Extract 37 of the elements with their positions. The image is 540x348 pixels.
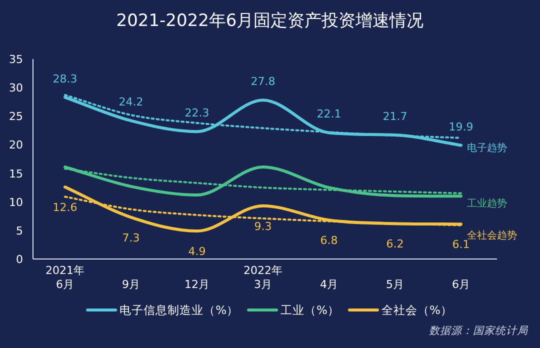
data-label: 6.8 [320,234,338,248]
data-label: 22.3 [184,106,210,120]
y-tick-label: 5 [16,224,23,238]
x-tick-label: 5月 [386,278,404,291]
x-tick-label: 2021年 6月 [46,264,84,291]
text: 数据源：国家统计局 [429,325,529,337]
series-label: 电子趋势 [467,142,507,154]
data-label: 6.1 [452,238,470,252]
y-tick-label: 0 [16,253,23,266]
data-label: 19.9 [448,120,474,134]
y-tick-label: 20 [9,138,23,152]
data-label: 9.3 [254,220,272,233]
data-label: 6.2 [386,238,404,251]
data-label: 12.6 [52,201,78,214]
x-tick-label: 2022年 3月 [244,264,282,291]
y-tick-label: 15 [9,167,23,180]
x-tick-label: 12月 [184,278,210,291]
x-tick-label: 9月 [122,278,140,291]
chart-title: 2021-2022年6月固定资产投资增速情况 [116,11,424,31]
y-tick-label: 30 [9,82,23,95]
data-label: 7.3 [122,231,140,244]
data-label: 28.3 [52,72,78,86]
data-label: 22.1 [316,108,342,121]
y-tick-label: 10 [9,196,23,209]
data-label: 21.7 [382,110,408,123]
x-tick-label: 4月 [320,278,338,291]
x-tick-label: 6月 [452,278,470,291]
legend-label: 全社会（%） [381,303,452,317]
y-tick-label: 25 [9,110,23,124]
series-label: 全社会趋势 [467,229,517,242]
series-label: 工业趋势 [467,197,507,210]
y-tick-label: 35 [9,53,23,66]
data-label: 27.8 [250,75,276,88]
data-label: 4.9 [188,245,206,258]
data-label: 24.2 [118,96,144,109]
legend-label: 工业（%） [280,303,340,317]
legend-label: 电子信息制造业（%） [120,303,239,317]
